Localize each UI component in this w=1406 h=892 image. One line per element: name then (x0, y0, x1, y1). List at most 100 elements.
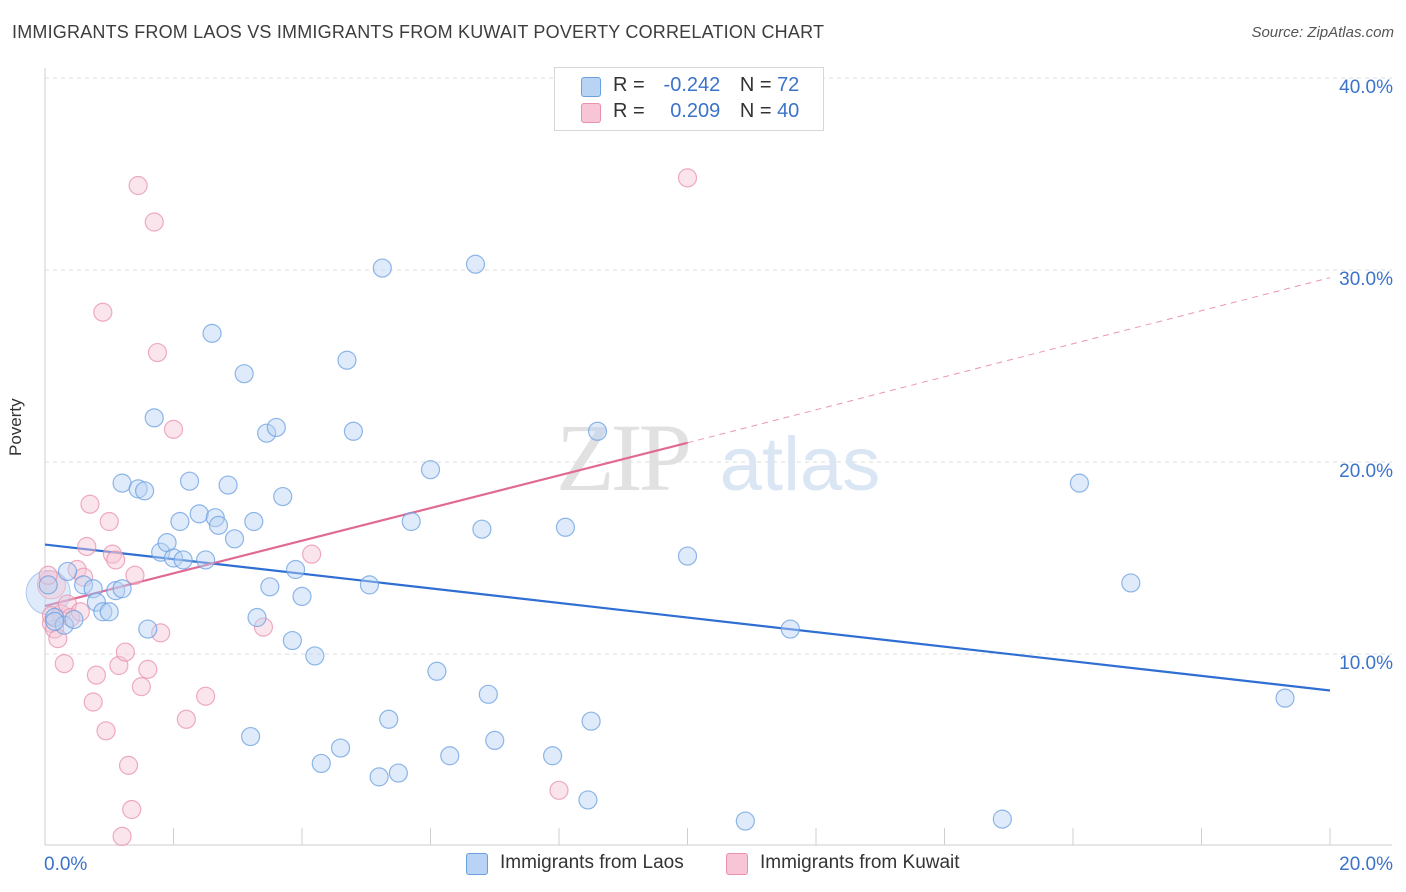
legend-swatch-kuwait (581, 103, 601, 123)
laos-point (379, 709, 399, 729)
kuwait-point (61, 607, 81, 628)
laos-point (86, 592, 107, 612)
laos-point (260, 577, 280, 597)
laos-point (1069, 473, 1090, 493)
x-tick-label: 0.0% (44, 854, 87, 875)
laos-point (179, 471, 200, 491)
laos-point (202, 323, 222, 343)
laos-point (542, 746, 563, 766)
bottom-legend-label-kuwait: Immigrants from Kuwait (760, 852, 960, 873)
kuwait-point (677, 168, 698, 188)
legend-n-label: N = (739, 100, 772, 122)
kuwait-point (70, 602, 90, 622)
laos-point (440, 746, 460, 766)
kuwait-point (41, 605, 62, 626)
kuwait-point (144, 212, 164, 232)
laos-point (472, 519, 492, 539)
legend-swatch-laos (581, 77, 601, 97)
laos-point (57, 561, 78, 582)
kuwait-point (549, 780, 569, 800)
laos-point (372, 258, 392, 278)
laos-point (330, 738, 351, 758)
trend-line-kuwait-extension (687, 277, 1331, 444)
laos-point (401, 511, 421, 532)
kuwait-point (112, 826, 132, 847)
laos-point (99, 602, 119, 622)
laos-point (173, 550, 193, 570)
laos-point (170, 511, 190, 532)
laos-point (45, 611, 65, 631)
kuwait-point (96, 721, 116, 741)
laos-point (1121, 573, 1141, 593)
kuwait-point (77, 536, 97, 557)
laos-point (555, 517, 576, 537)
legend-r-value-laos: -0.242 (663, 74, 721, 96)
kuwait-point (163, 419, 184, 439)
kuwait-point (138, 659, 158, 679)
kuwait-point (118, 755, 139, 775)
laos-point (478, 684, 498, 704)
kuwait-point (131, 677, 151, 697)
bottom-legend-swatch-laos (466, 853, 488, 875)
laos-point (134, 481, 155, 501)
data-points (25, 168, 1295, 847)
kuwait-point (115, 642, 135, 662)
laos-point (112, 473, 132, 493)
correlation-legend: R = -0.242 N = 72 R = 0.209 N = 40 (554, 67, 824, 131)
kuwait-point (147, 342, 168, 363)
laos-point (273, 486, 293, 507)
laos-point (465, 254, 486, 274)
laos-point (196, 550, 216, 570)
laos-point (292, 586, 312, 607)
laos-point (234, 364, 254, 384)
laos-point (138, 619, 158, 639)
legend-n-label: N = (739, 74, 772, 96)
kuwait-point (80, 494, 100, 514)
laos-point (359, 575, 380, 595)
laos-point (247, 607, 267, 628)
laos-point (1275, 688, 1295, 708)
laos-point (244, 511, 264, 532)
kuwait-point (93, 302, 113, 322)
laos-point (992, 809, 1012, 829)
laos-point (780, 619, 800, 639)
laos-point (311, 753, 331, 774)
kuwait-point (253, 617, 274, 637)
laos-point (581, 711, 601, 731)
x-tick-label: 20.0% (1339, 854, 1393, 875)
watermark-atlas: atlas (720, 422, 881, 507)
laos-point (64, 609, 84, 630)
laos-point (677, 546, 698, 566)
laos-point (266, 417, 286, 438)
laos-point (205, 508, 225, 528)
y-tick-label: 40.0% (1339, 77, 1393, 98)
laos-point (218, 475, 238, 495)
laos-point (337, 350, 357, 370)
legend-r-label: R = (613, 100, 645, 122)
laos-point (578, 790, 598, 810)
y-tick-label: 10.0% (1339, 653, 1393, 674)
laos-point (38, 575, 58, 595)
trend-lines (44, 277, 1331, 692)
kuwait-point (83, 692, 103, 712)
laos-point (587, 421, 608, 441)
watermark: ZIP atlas (556, 404, 880, 511)
kuwait-point (196, 686, 216, 706)
kuwait-point (106, 550, 126, 570)
laos-point (282, 630, 302, 651)
laos-point (343, 421, 363, 441)
laos-point (735, 811, 755, 831)
kuwait-point-large (36, 570, 66, 600)
kuwait-point (176, 709, 196, 729)
y-tick-label: 30.0% (1339, 269, 1393, 290)
laos-point (257, 423, 277, 443)
laos-point (112, 579, 132, 599)
kuwait-point (54, 653, 74, 674)
laos-point (241, 726, 261, 747)
legend-r-label: R = (613, 74, 645, 96)
laos-point (485, 730, 505, 751)
laos-point (420, 460, 441, 480)
source-label: Source: ZipAtlas.com (1251, 24, 1394, 41)
laos-point (305, 646, 325, 666)
kuwait-point (302, 544, 322, 564)
